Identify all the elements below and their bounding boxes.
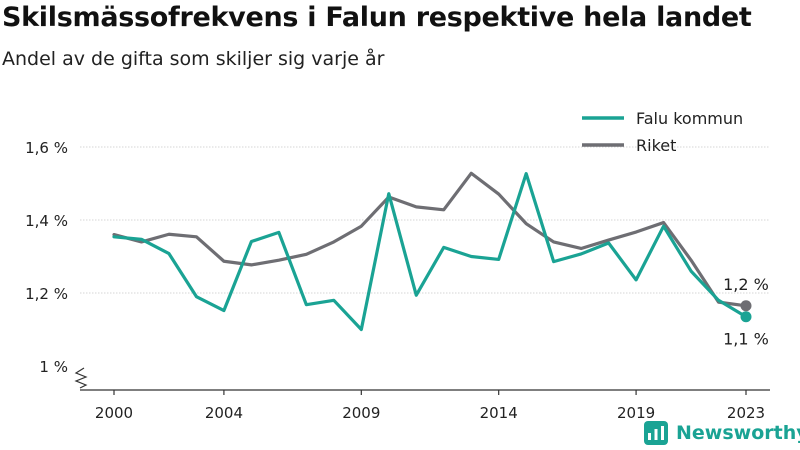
series-end-point: [740, 300, 752, 312]
x-tick-label: 2004: [205, 404, 243, 422]
x-tick-label: 2009: [342, 404, 380, 422]
y-tick-label: 1,2 %: [25, 285, 68, 303]
x-tick-label: 2023: [727, 404, 765, 422]
series-end-point: [740, 311, 752, 323]
newsworthy-logo-icon: [644, 421, 668, 445]
chart-title: Skilsmässofrekvens i Falun respektive he…: [2, 2, 752, 33]
legend-label: Riket: [636, 136, 676, 155]
series-end-label: 1,2 %: [723, 275, 769, 294]
x-tick-label: 2000: [95, 404, 133, 422]
y-tick-label: 1,6 %: [25, 139, 68, 157]
x-tick-label: 2019: [617, 404, 655, 422]
axis-break-icon: [74, 367, 88, 389]
brand-name: Newsworthy: [676, 422, 800, 444]
legend-label: Falu kommun: [636, 109, 743, 128]
y-tick-label: 1,4 %: [25, 212, 68, 230]
series-end-label: 1,1 %: [723, 330, 769, 349]
series-line: [112, 172, 748, 332]
newsworthy-brand: Newsworthy: [644, 418, 800, 448]
y-tick-label: 1 %: [39, 358, 68, 376]
x-tick-label: 2014: [480, 404, 518, 422]
series-line: [112, 171, 748, 308]
chart-subtitle: Andel av de gifta som skiljer sig varje …: [2, 48, 385, 70]
